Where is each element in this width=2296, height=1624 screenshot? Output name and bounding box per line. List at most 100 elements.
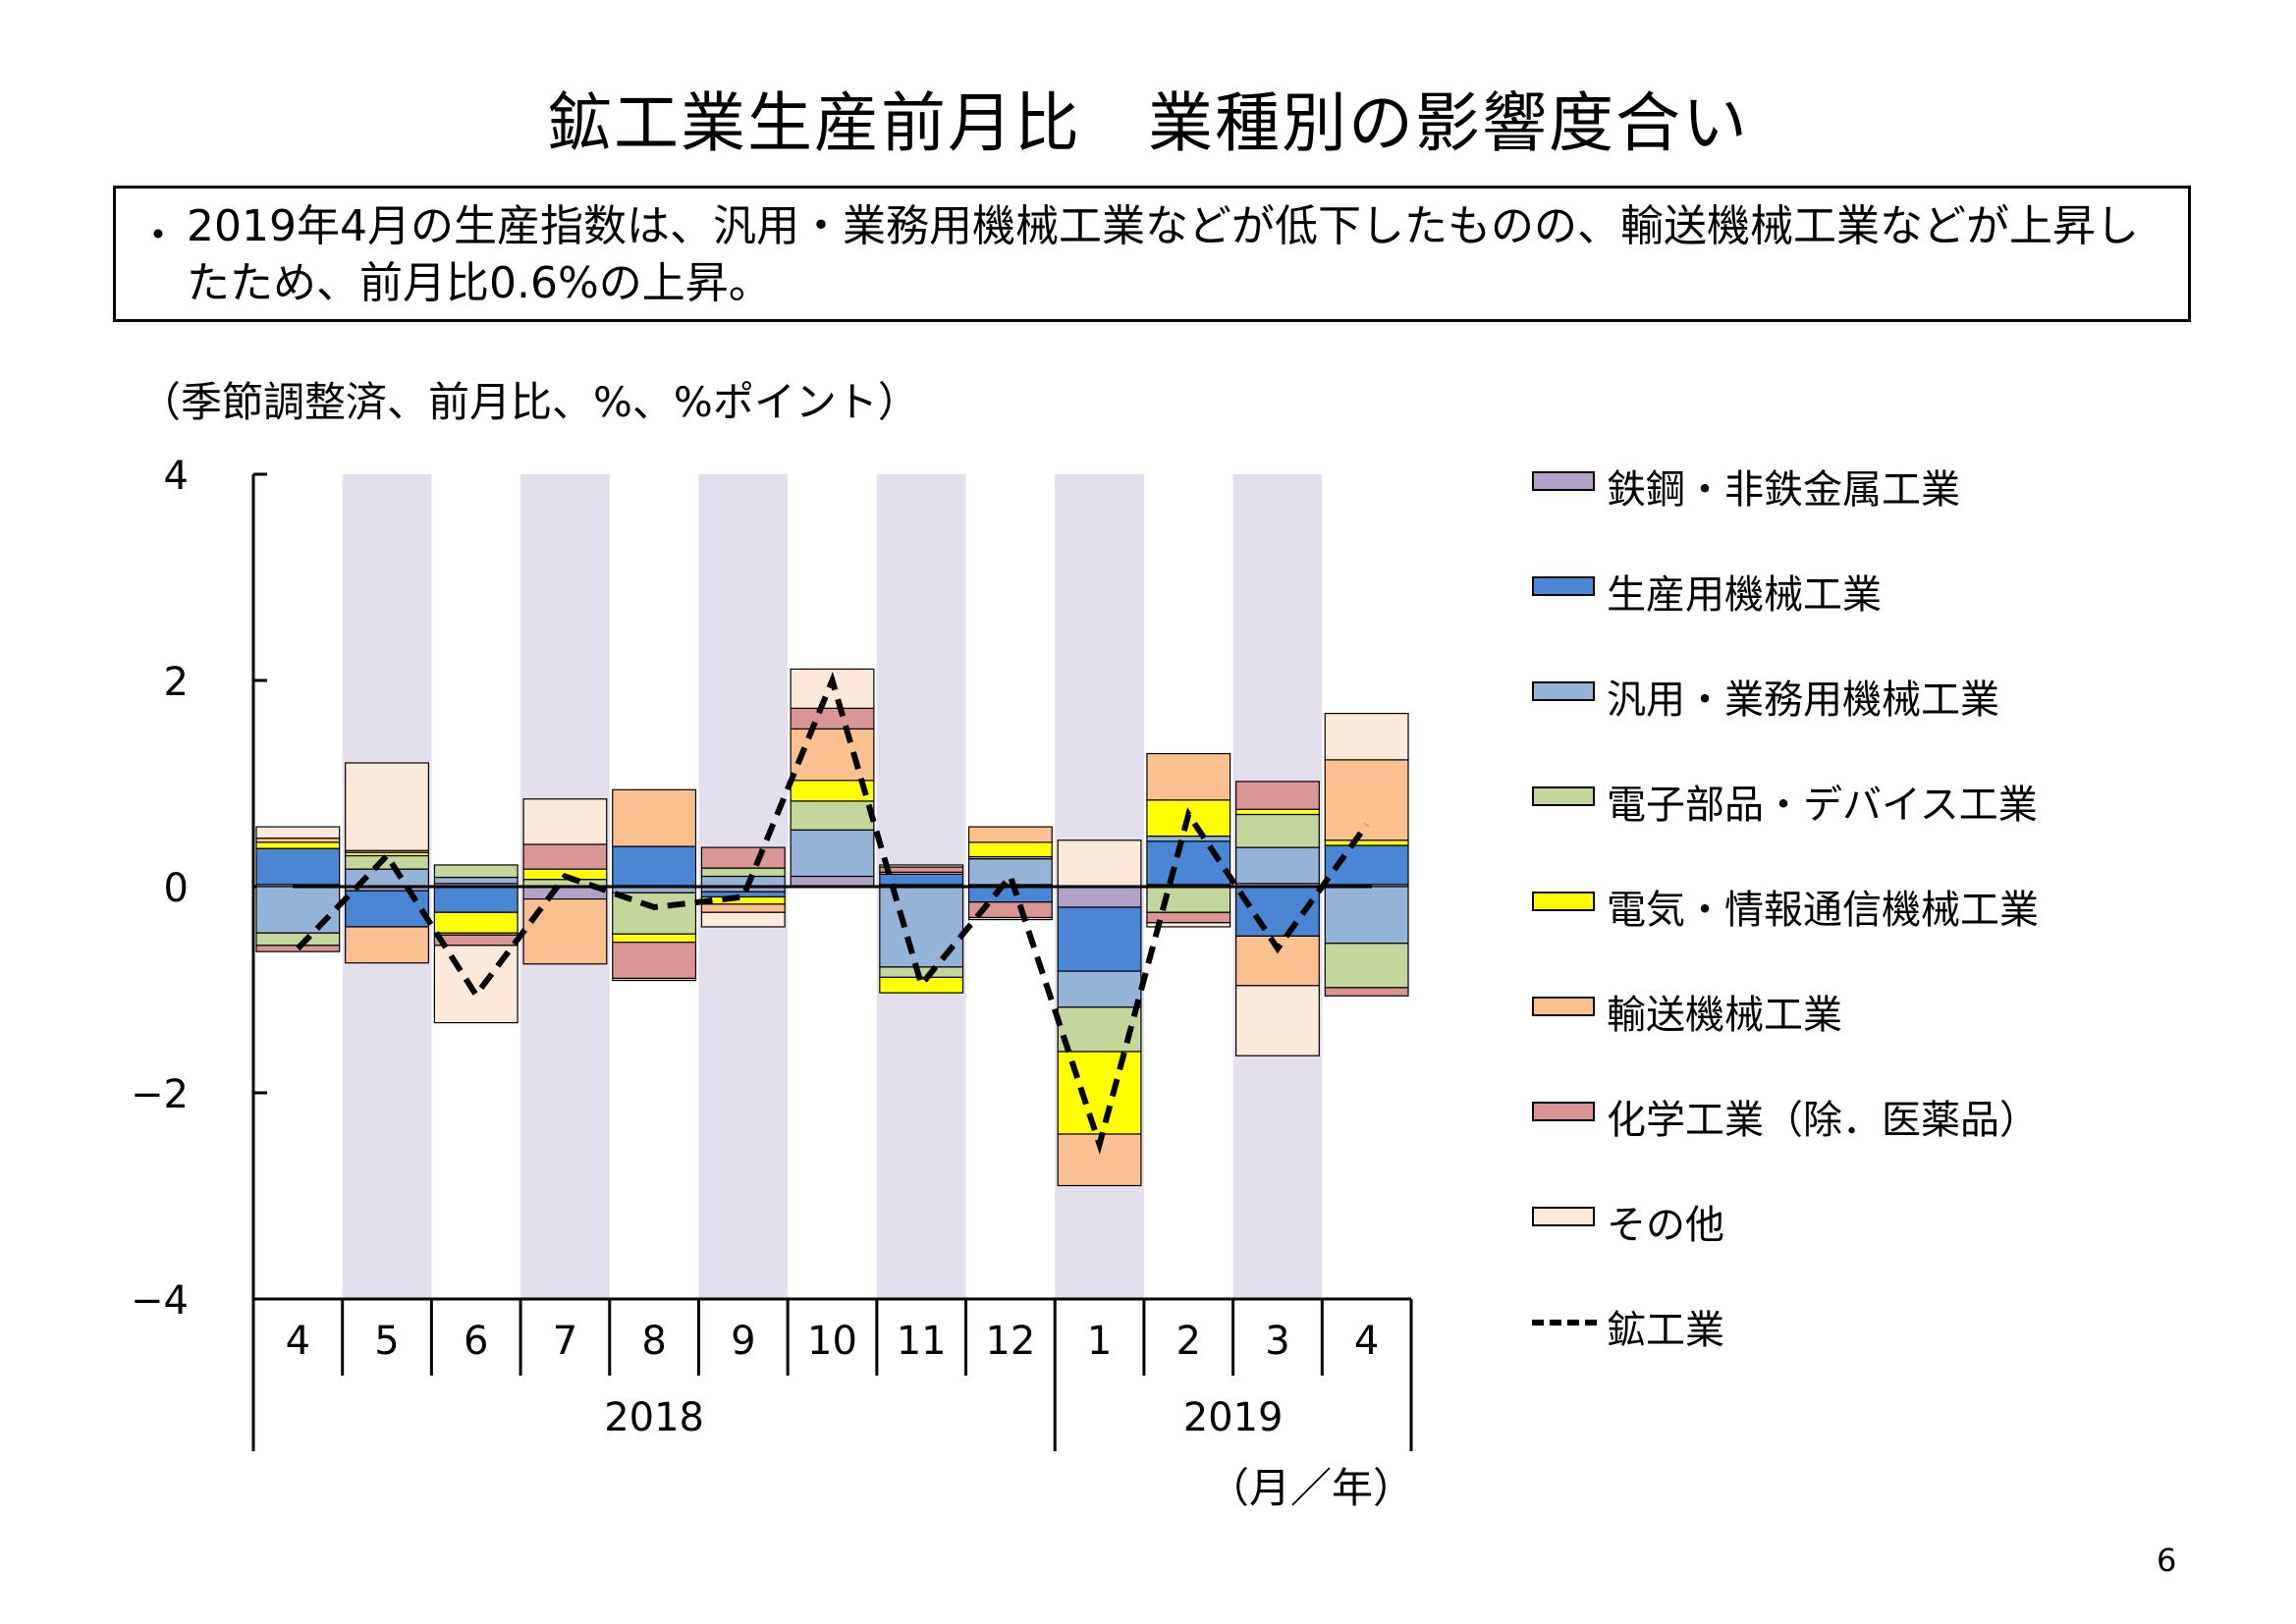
legend-item: 汎用・業務用機械工業 — [1532, 668, 2219, 727]
y-tick-label: −2 — [131, 1072, 189, 1117]
legend-label: 化学工業（除．医薬品） — [1607, 1098, 2039, 1143]
legend-swatch — [1532, 1207, 1595, 1226]
bar-segment — [522, 843, 608, 870]
bar-segment — [700, 911, 786, 928]
bar-segment — [1235, 813, 1320, 848]
bar-segment — [790, 829, 875, 878]
x-tick-label: 9 — [731, 1319, 755, 1364]
legend-swatch — [1532, 786, 1595, 806]
bar-segment — [700, 891, 786, 898]
bar-segment — [1057, 906, 1142, 972]
bar-segment — [700, 903, 786, 913]
bar-segment — [967, 841, 1053, 858]
bar-segment — [1324, 712, 1409, 761]
bar-segment — [700, 846, 786, 869]
x-tick-label: 2 — [1176, 1319, 1201, 1364]
bar-segment — [1146, 840, 1231, 886]
unit-note: （季節調整済、前月比、%、%ポイント） — [139, 378, 919, 426]
bar-segment — [1235, 985, 1320, 1056]
legend-label: 電気・情報通信機械工業 — [1607, 888, 2039, 933]
legend-swatch — [1532, 681, 1595, 701]
x-tick-label: 1 — [1087, 1319, 1112, 1364]
bar-segment — [1324, 886, 1409, 945]
bar-segment — [255, 841, 341, 849]
legend-label: 生産用機械工業 — [1607, 572, 1882, 618]
legend-item: 輸送機械工業 — [1532, 983, 2219, 1042]
bar-segment — [1324, 839, 1409, 846]
bar-segment — [1146, 835, 1231, 842]
bar-segment — [255, 932, 341, 947]
bar-segment — [967, 916, 1053, 921]
legend-item: 化学工業（除．医薬品） — [1532, 1088, 2219, 1147]
bar-segment — [790, 728, 875, 782]
bar-segment — [255, 886, 341, 934]
page-number: 6 — [2157, 1542, 2177, 1579]
bar-segment — [255, 847, 341, 886]
legend-item: 電気・情報通信機械工業 — [1532, 878, 2219, 937]
x-tick-label: 4 — [1354, 1319, 1379, 1364]
month-year-note: （月／年） — [1208, 1464, 1415, 1512]
bar-segment — [612, 845, 697, 887]
legend-label: 鉱工業 — [1607, 1308, 1724, 1353]
legend-line-swatch — [1532, 1320, 1597, 1326]
bar-segment — [1057, 886, 1142, 908]
legend-label: 鉄鋼・非鉄金属工業 — [1607, 467, 1960, 513]
total-line-series — [296, 671, 1370, 1155]
bar-segment — [879, 864, 964, 868]
bar-segment — [879, 866, 964, 873]
year-label: 2018 — [604, 1395, 704, 1440]
legend-item: 生産用機械工業 — [1532, 563, 2219, 622]
legend-label: その他 — [1607, 1203, 1724, 1248]
bar-segment — [1057, 970, 1142, 1008]
bar-segment — [433, 886, 519, 913]
x-tick-label: 8 — [641, 1319, 666, 1364]
bar-segment — [1146, 752, 1231, 801]
legend-swatch — [1532, 471, 1595, 491]
bar-segment — [700, 867, 786, 878]
bar-segment — [612, 942, 697, 980]
bar-segment — [1324, 987, 1409, 997]
bar-segment — [255, 838, 341, 843]
legend-item: 鉄鋼・非鉄金属工業 — [1532, 458, 2219, 516]
legend-swatch — [1532, 997, 1595, 1016]
summary-bullet: ・ — [137, 211, 180, 259]
legend-label: 電子部品・デバイス工業 — [1607, 783, 2038, 828]
bar-segment — [967, 826, 1053, 843]
x-tick-label: 4 — [286, 1319, 310, 1364]
bar-segment — [345, 926, 429, 964]
x-tick-label: 7 — [553, 1319, 577, 1364]
y-tick-label: −4 — [131, 1278, 189, 1324]
legend-label: 汎用・業務用機械工業 — [1607, 677, 1999, 723]
bar-segment — [1146, 886, 1231, 913]
bar-segment — [345, 762, 429, 851]
x-tick-label: 12 — [985, 1319, 1035, 1364]
bar-segment — [879, 886, 964, 968]
bar-segment — [1235, 781, 1320, 810]
bar-segment — [700, 895, 786, 905]
bar-segment — [700, 875, 786, 888]
bar-segment — [612, 977, 697, 982]
bar-segment — [1235, 808, 1320, 816]
bar-segment — [433, 934, 519, 947]
bar-segment — [522, 897, 608, 965]
page-title: 鉱工業生産前月比 業種別の影響度合い — [547, 85, 1749, 161]
bar-segment — [433, 911, 519, 934]
legend-swatch — [1532, 892, 1595, 911]
legend-swatch — [1532, 576, 1595, 596]
bar-segment — [612, 933, 697, 944]
x-tick-label: 11 — [897, 1319, 947, 1364]
x-tick-label: 10 — [807, 1319, 857, 1364]
bar-segment — [790, 875, 875, 888]
y-tick-label: 0 — [164, 866, 189, 911]
bar-segment — [1324, 759, 1409, 841]
bar-segment — [1324, 943, 1409, 989]
y-tick-label: 2 — [164, 660, 189, 705]
summary-text: 2019年4月の生産指数は、汎用・業務用機械工業などが低下したものの、輸送機械工… — [187, 201, 2139, 308]
bar-segment — [255, 826, 341, 839]
year-label: 2019 — [1183, 1395, 1284, 1440]
legend-swatch — [1532, 1102, 1595, 1121]
summary-box: ・ 2019年4月の生産指数は、汎用・業務用機械工業などが低下したものの、輸送機… — [113, 186, 2191, 322]
bar-segment — [1235, 846, 1320, 885]
legend-item-line: 鉱工業 — [1532, 1298, 2219, 1357]
